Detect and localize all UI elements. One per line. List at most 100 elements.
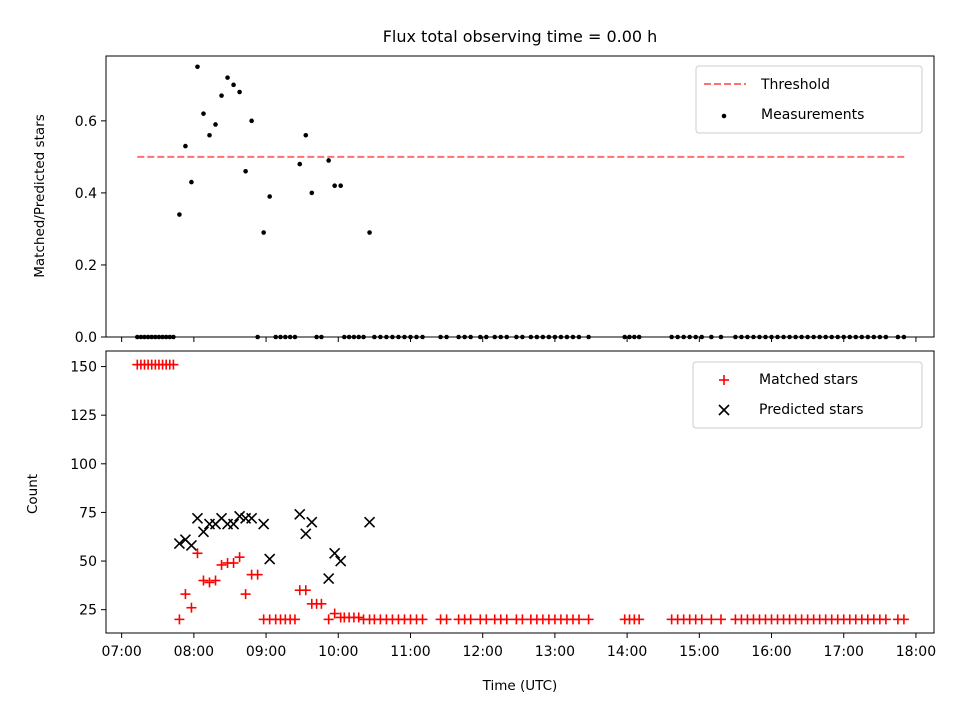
predicted-star-point-b — [228, 518, 240, 530]
measurement-point — [267, 194, 272, 199]
matched-star-point — [210, 575, 221, 586]
bottom-x-tick-label: 16:00 — [751, 644, 791, 660]
matched-star-point — [353, 612, 364, 623]
bottom-legend-box — [692, 361, 923, 429]
matched-star-point — [234, 552, 245, 563]
matched-star-point — [192, 548, 203, 559]
top-legend: Threshold Measurements — [695, 65, 923, 134]
matched-star-point — [706, 614, 717, 625]
matched-star-point — [634, 614, 645, 625]
predicted-star-point — [294, 508, 306, 520]
top-legend-box — [695, 65, 923, 134]
bottom-y-tick-label: 125 — [70, 408, 97, 424]
predicted-star-point-b — [264, 553, 276, 565]
predicted-star-point-b — [191, 512, 204, 524]
predicted-star-point-b — [323, 572, 335, 585]
predicted-star-point-b — [179, 534, 191, 546]
predicted-star-point — [363, 516, 376, 528]
matched-star-point — [252, 569, 263, 580]
measurement-point — [338, 183, 343, 188]
measurement-point — [231, 82, 236, 88]
matched-star-point — [417, 614, 428, 625]
top-marks — [134, 64, 907, 340]
legend-predicted-label: Predicted stars — [759, 402, 864, 418]
bottom-x-tick-label: 18:00 — [896, 644, 936, 660]
legend-matched-marker — [719, 375, 729, 385]
bottom-x-ticks: 07:00 08:00 09:00 10:00 11:00 12:00 13:00 14:00… — [101, 633, 936, 660]
measurement-point — [243, 168, 248, 174]
matched-star-point — [186, 602, 197, 613]
predicted-star-point — [173, 537, 185, 550]
predicted-star-point — [234, 510, 246, 522]
bottom-x-tick-label: 17:00 — [824, 644, 864, 660]
predicted-star-point — [197, 526, 210, 538]
matched-star-point — [228, 557, 239, 568]
predicted-star-point — [264, 553, 276, 565]
predicted-star-point-b — [246, 512, 258, 524]
predicted-star-point-b — [173, 537, 185, 550]
matched-star-point — [481, 614, 492, 625]
matched-star-point — [573, 614, 584, 625]
bottom-x-tick-label: 07:00 — [101, 644, 141, 660]
measurement-point — [297, 161, 303, 167]
measurement-point — [177, 212, 182, 217]
matched-star-point — [441, 614, 452, 625]
measurement-point — [201, 111, 206, 116]
bottom-y-axis-label: Count — [25, 474, 41, 514]
predicted-star-point-b — [234, 510, 246, 522]
measurement-point — [367, 230, 372, 235]
measurement-point — [237, 89, 242, 95]
matched-star-point — [289, 614, 300, 625]
predicted-star-point — [258, 518, 270, 530]
matched-star-point — [880, 614, 891, 625]
predicted-star-point-b — [300, 528, 312, 540]
bottom-x-tick-label: 13:00 — [535, 644, 575, 660]
measurement-point — [332, 183, 337, 188]
matched-star-point — [204, 577, 215, 588]
bottom-x-axis-label: Time (UTC) — [482, 678, 558, 694]
matched-star-point — [240, 589, 251, 600]
legend-measurements-marker — [721, 113, 727, 119]
bottom-marks — [132, 359, 909, 625]
measurement-point — [249, 118, 254, 124]
matched-star-point — [465, 614, 476, 625]
legend-plus — [719, 375, 729, 385]
legend-measurements-label: Measurements — [761, 107, 864, 123]
matched-star-point — [715, 614, 726, 625]
predicted-star-point — [246, 512, 258, 524]
predicted-star-point — [191, 512, 204, 524]
matched-star-point — [501, 614, 512, 625]
measurement-point — [219, 93, 224, 98]
legend-cross — [718, 404, 730, 416]
measurement-point — [225, 75, 230, 80]
measurement-point — [303, 132, 309, 138]
predicted-star-point — [335, 555, 347, 567]
predicted-star-point-b — [258, 518, 270, 530]
matched-star-point — [198, 575, 209, 586]
top-axes-frame — [105, 55, 935, 338]
figure-title: Flux total observing time = 0.00 h — [383, 27, 658, 46]
bottom-x-tick-label: 15:00 — [679, 644, 719, 660]
top-y-axis-label: Matched/Predicted stars — [32, 114, 48, 277]
predicted-star-point-b — [363, 516, 376, 528]
matched-star-point — [898, 614, 909, 625]
matched-star-point — [168, 359, 179, 370]
predicted-star-point-b — [294, 508, 306, 520]
matched-star-point — [329, 608, 340, 619]
bottom-x-tick-label: 14:00 — [607, 644, 647, 660]
predicted-star-point-b — [335, 555, 347, 567]
measurement-point — [309, 190, 315, 196]
measurement-point — [189, 179, 194, 185]
predicted-star-point-b — [197, 526, 210, 538]
bottom-legend: Matched stars Predicted stars — [692, 361, 923, 429]
predicted-star-point-b — [185, 539, 198, 552]
matched-star-point — [696, 614, 707, 625]
top-y-tick-label: 0.6 — [75, 114, 97, 130]
predicted-star-point — [306, 516, 318, 528]
measurement-point — [213, 122, 218, 127]
matched-star-point — [517, 614, 528, 625]
legend-threshold-label: Threshold — [760, 77, 830, 93]
top-y-tick-label: 0.2 — [75, 258, 97, 274]
predicted-star-point-b — [329, 547, 341, 559]
